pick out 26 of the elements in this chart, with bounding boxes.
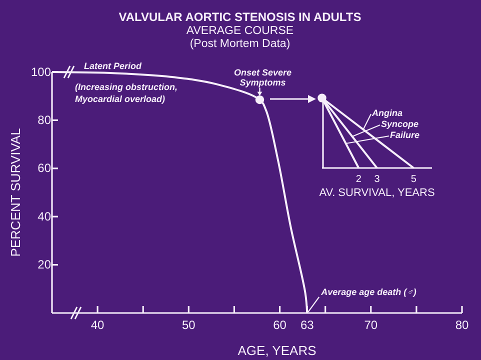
legend-label: Failure bbox=[390, 130, 420, 140]
x-tick-label: 2 bbox=[356, 174, 362, 185]
chart-subtitle: AVERAGE COURSE (Post Mortem Data) bbox=[186, 25, 294, 50]
x-tick-label: 60 bbox=[273, 318, 287, 332]
x-tick-label: 63 bbox=[300, 318, 314, 332]
chart-title: VALVULAR AORTIC STENOSIS IN ADULTS bbox=[118, 10, 362, 24]
x-tick-label: 5 bbox=[410, 174, 417, 185]
y-tick-label: 100 bbox=[30, 64, 52, 79]
annotation: Onset Severe Symptoms bbox=[234, 68, 292, 88]
x-tick-label: 3 bbox=[374, 174, 380, 185]
x-tick-label: 50 bbox=[182, 318, 196, 332]
x-tick-label: 40 bbox=[90, 318, 105, 332]
annotation: (Increasing obstruction, Myocardial overload) bbox=[75, 82, 178, 104]
x-tick-label: 80 bbox=[455, 318, 469, 332]
y-tick-label: 60 bbox=[38, 161, 52, 176]
y-tick-label: 80 bbox=[38, 113, 52, 128]
x-tick-label: 70 bbox=[364, 318, 378, 332]
y-tick-label: 20 bbox=[38, 258, 52, 272]
legend-label: Syncope bbox=[381, 119, 419, 129]
y-axis-title: PERCENT SURVIVAL bbox=[8, 128, 23, 257]
y-tick-label: 40 bbox=[38, 209, 52, 224]
x-axis-title: AV. SURVIVAL, YEARS bbox=[319, 187, 435, 199]
text: Latent Period bbox=[84, 61, 142, 71]
annotation: Average age death (♂) bbox=[320, 287, 416, 297]
x-axis-title: AGE, YEARS bbox=[238, 343, 317, 358]
series-label: Angina bbox=[371, 108, 402, 118]
